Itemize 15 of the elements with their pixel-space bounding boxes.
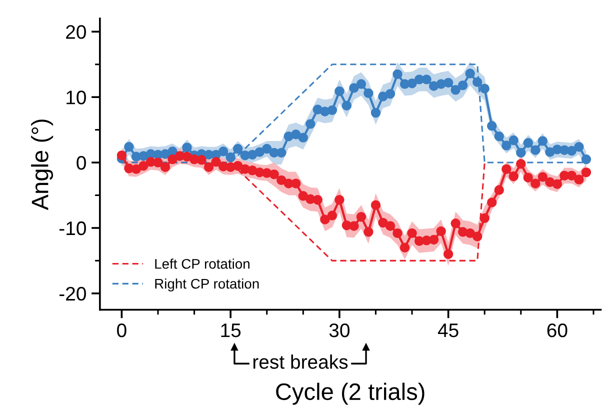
legend-label: Left CP rotation bbox=[155, 258, 250, 269]
y-axis-title: Angle (°) bbox=[31, 120, 54, 210]
y-tick-label: 0 bbox=[76, 156, 86, 170]
y-tick-label: 20 bbox=[66, 25, 86, 39]
text: rest breaks bbox=[253, 354, 348, 369]
x-tick-label: 30 bbox=[329, 323, 350, 338]
y-tick-label: -10 bbox=[59, 221, 86, 236]
x-tick-label: 45 bbox=[438, 324, 458, 338]
x-axis-title: Cycle (2 trials) bbox=[276, 382, 424, 405]
y-tick-label: 10 bbox=[66, 90, 86, 104]
x-tick-label: 0 bbox=[117, 323, 126, 338]
x-tick-label: 60 bbox=[547, 323, 568, 338]
x-tick-label: 15 bbox=[221, 324, 241, 338]
legend-label: Right CP rotation bbox=[155, 278, 259, 292]
y-tick-label: -20 bbox=[59, 286, 86, 301]
